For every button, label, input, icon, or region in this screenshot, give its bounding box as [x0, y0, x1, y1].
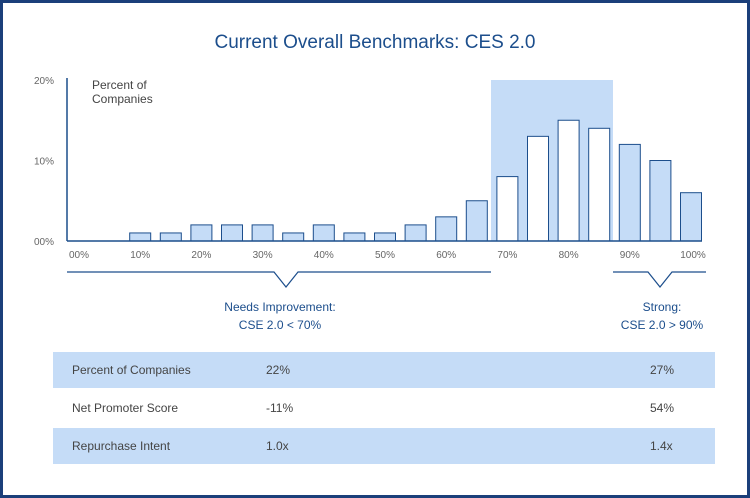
- table-row-repurchase-intent: Repurchase Intent 1.0x 1.4x: [53, 428, 715, 464]
- bar: [282, 232, 305, 242]
- bar: [159, 232, 182, 242]
- bar: [129, 232, 152, 242]
- x-tick-label: 40%: [314, 250, 334, 261]
- x-tick-label: 20%: [191, 250, 211, 261]
- bar: [251, 224, 274, 242]
- needs-improvement-threshold: CSE 2.0 < 70%: [238, 318, 322, 332]
- needs-improvement-value: 22%: [266, 363, 291, 377]
- needs-improvement-label: Needs Improvement: CSE 2.0 < 70%: [190, 298, 370, 334]
- table-row-percent-of-companies: Percent of Companies 22% 27%: [53, 352, 715, 388]
- x-tick-label: 60%: [436, 250, 456, 261]
- y-axis-label-line1: Percent of: [92, 78, 147, 92]
- needs-improvement-bracket: [67, 271, 491, 288]
- x-tick-label: 50%: [375, 250, 395, 261]
- y-tick-label: 10%: [34, 157, 54, 168]
- bar: [465, 200, 488, 242]
- bar: [649, 160, 672, 242]
- strong-threshold: CSE 2.0 > 90%: [620, 318, 704, 332]
- bar: [557, 119, 580, 242]
- bar: [588, 127, 611, 242]
- bar: [527, 135, 549, 242]
- strong-value: 54%: [650, 401, 675, 415]
- x-tick-label: 10%: [130, 250, 150, 261]
- bar: [221, 224, 243, 242]
- y-tick-label: 00%: [34, 237, 54, 248]
- row-label: Repurchase Intent: [72, 439, 171, 453]
- row-label: Percent of Companies: [72, 363, 191, 377]
- y-tick-label: 20%: [34, 76, 54, 87]
- bar: [680, 192, 702, 242]
- row-label: Net Promoter Score: [72, 401, 179, 415]
- strong-bracket: [613, 271, 706, 288]
- bar: [374, 232, 396, 242]
- strong-value: 27%: [650, 363, 675, 377]
- needs-improvement-value: 1.0x: [266, 439, 289, 453]
- table-row-net-promoter-score: Net Promoter Score -11% 54%: [53, 390, 715, 426]
- y-axis-label-line2: Companies: [92, 92, 153, 106]
- x-tick-label: 70%: [497, 250, 517, 261]
- bar: [435, 216, 458, 242]
- bar: [618, 143, 641, 242]
- x-tick-label: 30%: [253, 250, 273, 261]
- x-tick-label: 80%: [559, 250, 579, 261]
- bar: [404, 224, 427, 242]
- chart-title: Current Overall Benchmarks: CES 2.0: [214, 32, 536, 53]
- strong-value: 1.4x: [650, 439, 673, 453]
- x-tick-label: 90%: [620, 250, 640, 261]
- strong-title: Strong:: [642, 300, 682, 314]
- bar: [312, 224, 335, 242]
- x-tick-label: 100%: [680, 250, 706, 261]
- strong-label: Strong: CSE 2.0 > 90%: [600, 298, 724, 334]
- needs-improvement-value: -11%: [266, 401, 294, 415]
- x-tick-label: 00%: [69, 250, 89, 261]
- bar: [343, 232, 366, 242]
- bar: [496, 176, 519, 242]
- needs-improvement-title: Needs Improvement:: [224, 300, 336, 314]
- chart: 20% 10% 00% 00% 10% 20% 30% 40% 50% 60% 70% 80% 90%…: [34, 76, 706, 288]
- bar: [190, 224, 213, 242]
